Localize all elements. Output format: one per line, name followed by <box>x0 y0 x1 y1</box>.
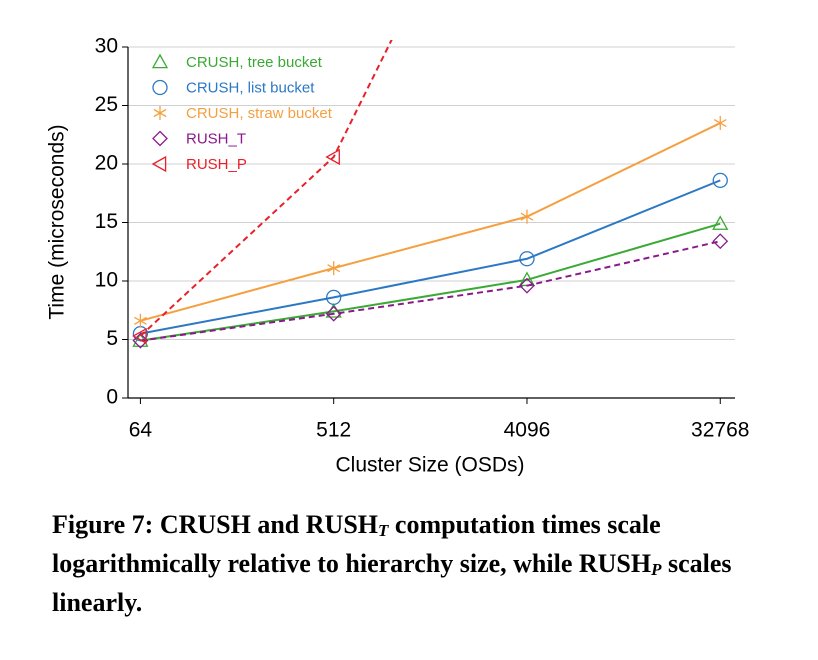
y-tick-label: 5 <box>106 327 118 350</box>
marker <box>327 261 341 276</box>
marker <box>712 233 729 250</box>
marker <box>713 116 727 131</box>
x-tick-label: 64 <box>129 419 153 442</box>
y-axis-label: Time (microseconds) <box>46 124 69 319</box>
legend-label: RUSH_T <box>186 130 246 147</box>
legend-label: RUSH_P <box>186 156 247 173</box>
marker <box>712 172 728 189</box>
x-axis-label: Cluster Size (OSDs) <box>335 454 524 477</box>
series-line <box>140 122 721 322</box>
marker <box>132 332 149 349</box>
x-tick-label: 32768 <box>691 419 749 442</box>
marker <box>152 79 168 96</box>
x-tick-label: 512 <box>316 419 351 442</box>
caption-text: Figure 7: CRUSH and RUSH <box>52 510 379 539</box>
marker <box>132 327 147 345</box>
y-tick-label: 0 <box>106 386 118 409</box>
chart: Cluster Size (OSDs) Time (microseconds) … <box>46 35 750 477</box>
marker <box>712 215 729 230</box>
y-tick-label: 30 <box>95 35 118 58</box>
marker <box>133 313 147 328</box>
marker <box>326 289 342 306</box>
series-line <box>139 40 393 337</box>
marker <box>153 106 167 120</box>
y-tick-label: 15 <box>95 210 118 233</box>
marker <box>325 305 342 322</box>
x-tick-label: 4096 <box>504 419 551 442</box>
series-line <box>140 179 721 335</box>
caption-text: scales linearly. <box>52 549 732 617</box>
caption-subscript: T <box>378 521 389 540</box>
series-line <box>140 222 721 342</box>
marker <box>519 277 535 294</box>
series-line <box>140 240 721 342</box>
legend-label: CRUSH, tree bucket <box>186 54 323 71</box>
marker <box>325 148 340 166</box>
y-tick-label: 20 <box>95 152 118 175</box>
legend-label: CRUSH, straw bucket <box>186 105 333 122</box>
marker <box>152 130 168 147</box>
marker <box>520 209 534 224</box>
marker <box>151 53 169 69</box>
caption: Figure 7: CRUSH and RUSHT computation ti… <box>52 508 792 619</box>
marker <box>151 155 167 173</box>
caption-subscript: P <box>651 560 662 579</box>
y-tick-label: 25 <box>95 93 118 116</box>
legend-label: CRUSH, list bucket <box>186 79 315 96</box>
y-tick-label: 10 <box>95 269 118 292</box>
plot-area <box>132 40 729 349</box>
caption-text: computation times scale logarithmically … <box>52 510 661 578</box>
marker <box>519 251 535 267</box>
